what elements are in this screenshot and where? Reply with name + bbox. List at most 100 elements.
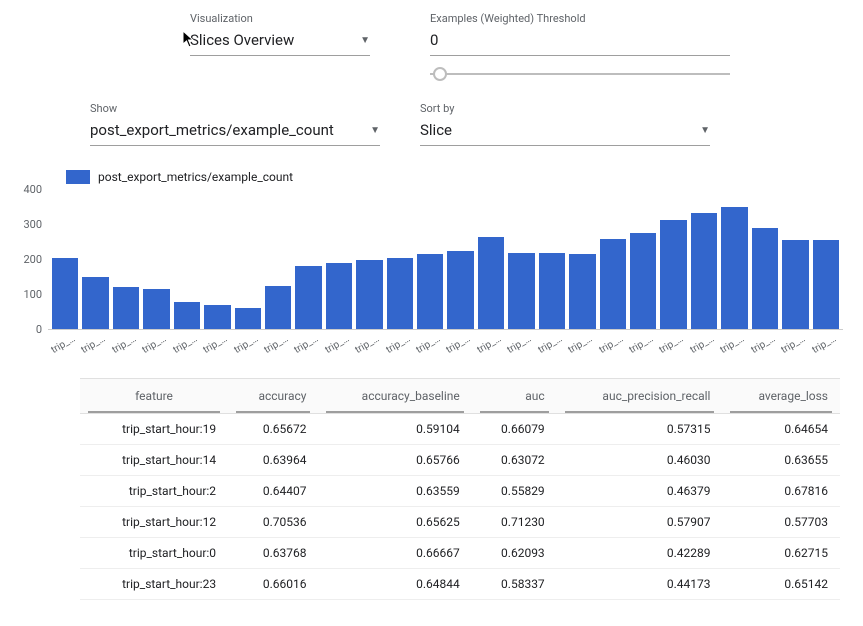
x-axis: trip_s…trip_s…trip_s…trip_s…trip_s…trip_… [48,332,843,360]
table-row[interactable]: trip_start_hour:00.637680.666670.620930.… [80,538,840,569]
visualization-label: Visualization [190,12,370,25]
chart-plot [48,190,843,330]
column-header-auc-precision-recall[interactable]: auc_precision_recall [557,379,723,414]
x-tick-label: trip_s… [171,333,208,370]
x-tick-label: trip_s… [506,333,543,370]
table-row[interactable]: trip_start_hour:20.644070.635590.558290.… [80,476,840,507]
x-tick-label: trip_s… [323,333,360,370]
metric-cell: 0.65672 [228,414,318,445]
metric-cell: 0.64654 [722,414,840,445]
y-tick-label: 400 [0,183,42,196]
chart-bar[interactable] [174,302,200,329]
metric-cell: 0.70536 [228,507,318,538]
y-tick-label: 100 [0,288,42,301]
chart-bar[interactable] [143,289,169,329]
threshold-value: 0 [430,31,438,49]
metric-cell: 0.58337 [472,569,557,600]
metric-cell: 0.46379 [557,476,723,507]
table-row[interactable]: trip_start_hour:140.639640.657660.630720… [80,445,840,476]
table-row[interactable]: trip_start_hour:190.656720.591040.660790… [80,414,840,445]
table-row[interactable]: trip_start_hour:230.660160.648440.583370… [80,569,840,600]
x-tick-label: trip_s… [597,333,634,370]
show-select[interactable]: post_export_metrics/example_count ▼ [90,117,380,146]
chart-bar[interactable] [721,207,747,329]
metric-cell: 0.62093 [472,538,557,569]
show-value: post_export_metrics/example_count [90,121,334,139]
sort-label: Sort by [420,102,710,115]
metric-cell: 0.46030 [557,445,723,476]
slider-thumb[interactable] [433,67,447,81]
metric-cell: 0.55829 [472,476,557,507]
feature-cell: trip_start_hour:2 [80,476,228,507]
metric-cell: 0.44173 [557,569,723,600]
metric-cell: 0.42289 [557,538,723,569]
column-header-accuracy-baseline[interactable]: accuracy_baseline [318,379,471,414]
x-tick-label: trip_s… [414,333,451,370]
chart-bar[interactable] [417,254,443,329]
x-tick-label: trip_s… [384,333,421,370]
threshold-slider[interactable] [430,66,730,82]
chevron-down-icon: ▼ [700,125,710,136]
metric-cell: 0.64407 [228,476,318,507]
metric-cell: 0.63559 [318,476,471,507]
bar-chart: post_export_metrics/example_count trip_s… [0,170,863,360]
chart-bar[interactable] [82,277,108,329]
column-header-accuracy[interactable]: accuracy [228,379,318,414]
chart-bar[interactable] [691,213,717,329]
chart-bar[interactable] [752,228,778,329]
threshold-field: Examples (Weighted) Threshold 0 [430,12,730,82]
metric-cell: 0.66079 [472,414,557,445]
metric-cell: 0.63964 [228,445,318,476]
x-tick-label: trip_s… [475,333,512,370]
chart-bar[interactable] [52,258,78,329]
chart-bar[interactable] [569,254,595,329]
x-tick-label: trip_s… [141,333,178,370]
metric-cell: 0.71230 [472,507,557,538]
chart-bar[interactable] [204,305,230,329]
chart-bar[interactable] [630,233,656,329]
chart-bar[interactable] [478,237,504,329]
column-header-auc[interactable]: auc [472,379,557,414]
column-header-feature[interactable]: feature [80,379,228,414]
chart-bar[interactable] [600,239,626,329]
visualization-value: Slices Overview [190,31,294,49]
chart-bar[interactable] [539,253,565,329]
metric-cell: 0.57907 [557,507,723,538]
sort-select[interactable]: Slice ▼ [420,117,710,146]
chart-bar[interactable] [660,220,686,329]
chart-bar[interactable] [508,253,534,329]
chevron-down-icon: ▼ [360,35,370,46]
x-tick-label: trip_s… [354,333,391,370]
x-tick-label: trip_s… [567,333,604,370]
chart-bar[interactable] [113,287,139,329]
metric-cell: 0.65625 [318,507,471,538]
feature-cell: trip_start_hour:23 [80,569,228,600]
x-tick-label: trip_s… [658,333,695,370]
metric-cell: 0.66016 [228,569,318,600]
slider-track [430,73,730,75]
metric-cell: 0.67816 [722,476,840,507]
chart-bar[interactable] [265,286,291,329]
chart-bar[interactable] [326,263,352,329]
chart-bar[interactable] [447,251,473,329]
x-tick-label: trip_s… [719,333,756,370]
table-body: trip_start_hour:190.656720.591040.660790… [80,414,840,600]
chart-bar[interactable] [295,266,321,329]
x-tick-label: trip_s… [536,333,573,370]
x-tick-label: trip_s… [627,333,664,370]
chart-bar[interactable] [387,258,413,329]
chart-bar[interactable] [235,308,261,329]
threshold-input[interactable]: 0 [430,27,730,56]
feature-cell: trip_start_hour:0 [80,538,228,569]
chart-bar[interactable] [782,240,808,329]
visualization-select[interactable]: Slices Overview ▼ [190,27,370,56]
column-header-average-loss[interactable]: average_loss [722,379,840,414]
table-row[interactable]: trip_start_hour:120.705360.656250.712300… [80,507,840,538]
x-tick-label: trip_s… [80,333,117,370]
chart-bar[interactable] [813,240,839,329]
feature-cell: trip_start_hour:19 [80,414,228,445]
x-tick-label: trip_s… [293,333,330,370]
chart-bar[interactable] [356,260,382,330]
y-tick-label: 0 [0,323,42,336]
x-tick-label: trip_s… [201,333,238,370]
